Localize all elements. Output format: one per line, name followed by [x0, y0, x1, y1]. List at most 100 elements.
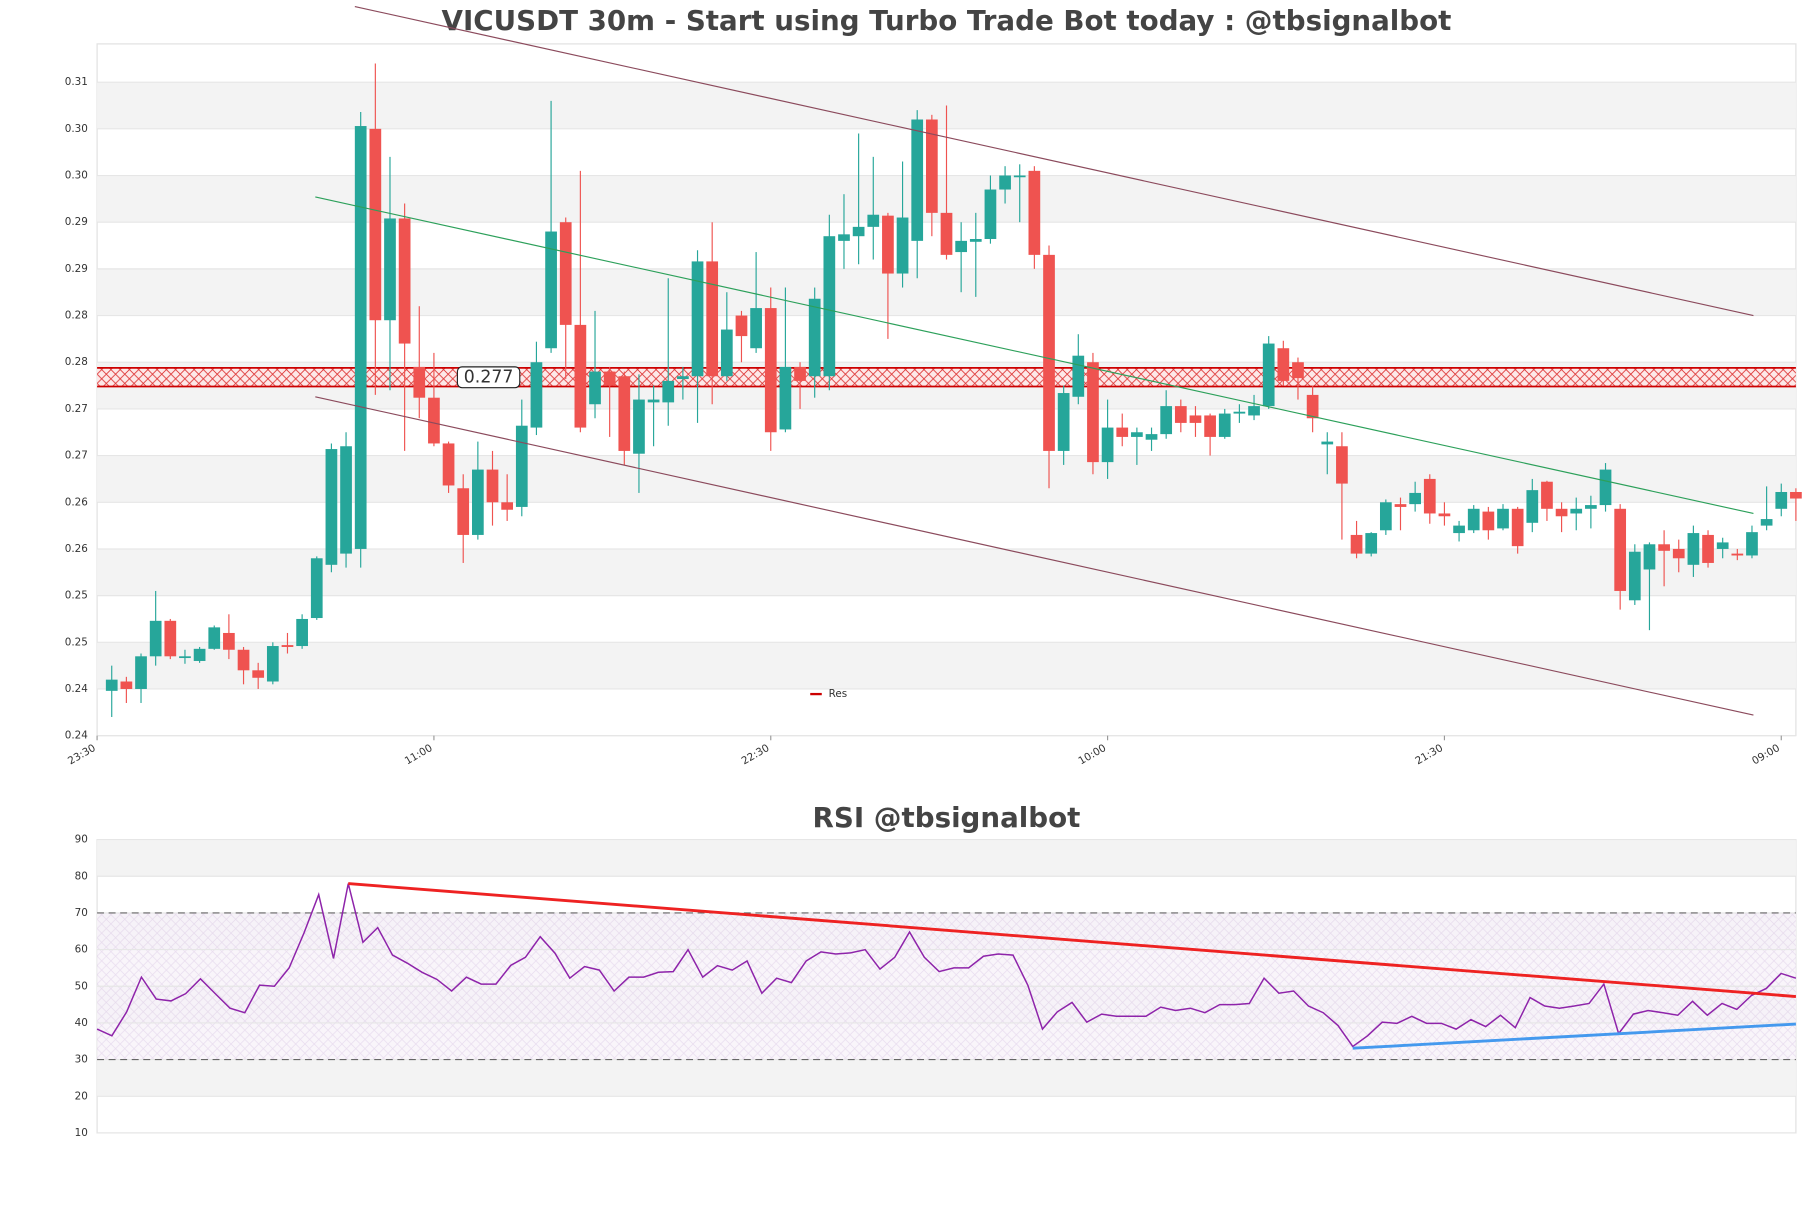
- candle-body: [515, 425, 528, 507]
- y-tick-label: 0.29: [65, 263, 88, 275]
- y-tick-label: 0.28: [65, 310, 88, 322]
- candle-body: [369, 128, 382, 321]
- candle-body: [647, 399, 660, 403]
- chart-title: VICUSDT 30m - Start using Turbo Trade Bo…: [442, 4, 1452, 37]
- candle-body: [457, 488, 470, 535]
- candle-body: [354, 126, 367, 549]
- x-tick-label: 10:00: [1076, 742, 1108, 767]
- candle-body: [706, 261, 719, 377]
- candle-body: [1028, 170, 1041, 255]
- candle-body: [1277, 348, 1290, 381]
- candle-body: [1043, 254, 1055, 451]
- candle-body: [208, 627, 221, 649]
- candle-body: [1482, 511, 1495, 531]
- candle-body: [1394, 504, 1407, 507]
- candle-body: [1013, 175, 1026, 178]
- y-tick-label: 40: [75, 1017, 88, 1029]
- candle-body: [1438, 513, 1451, 517]
- candle-body: [1643, 544, 1656, 570]
- y-tick-label: 0.28: [65, 356, 88, 368]
- candle-body: [1585, 505, 1597, 509]
- rsi-line: [96, 883, 1797, 1048]
- trend-line: [315, 396, 1754, 716]
- candle-body: [1526, 490, 1539, 523]
- candle-body: [969, 239, 982, 242]
- candle-body: [296, 618, 308, 647]
- candle-body: [691, 261, 704, 377]
- candle-body: [750, 308, 762, 349]
- candle-body: [955, 240, 968, 253]
- candle-body: [984, 189, 997, 240]
- y-tick-label: 60: [75, 944, 88, 956]
- candle-body: [281, 645, 294, 647]
- candle-body: [1379, 502, 1392, 531]
- level-label-box: [456, 366, 521, 389]
- candle-body: [1350, 534, 1363, 554]
- legend-label: Res: [829, 688, 848, 700]
- candle-body: [1248, 406, 1260, 416]
- candle-body: [867, 214, 880, 227]
- candle-body: [1731, 553, 1744, 556]
- candle-body: [252, 670, 265, 678]
- candle-body: [486, 469, 499, 503]
- y-tick-label: 70: [75, 907, 88, 919]
- x-tick-label: 22:30: [740, 742, 772, 767]
- candle-body: [1716, 542, 1729, 549]
- candle-body: [1087, 362, 1099, 463]
- candle-body: [545, 231, 557, 349]
- candle-body: [442, 443, 455, 486]
- grid-band: [97, 268, 1796, 316]
- candle-body: [1072, 355, 1085, 397]
- candle-body: [911, 119, 924, 241]
- candle-body: [135, 656, 147, 689]
- candle-body: [735, 315, 748, 337]
- y-tick-label: 90: [75, 834, 88, 846]
- y-tick-label: 0.25: [65, 636, 88, 648]
- candle-body: [310, 558, 323, 619]
- candle-body: [1790, 491, 1802, 499]
- y-tick-label: 0.30: [65, 170, 88, 182]
- candle-body: [340, 446, 352, 554]
- candle-body: [1321, 441, 1334, 445]
- candle-body: [1145, 434, 1158, 440]
- trend-line: [315, 196, 1754, 515]
- candle-body: [325, 449, 338, 565]
- candle-body: [1292, 362, 1304, 379]
- candle-body: [1218, 413, 1231, 437]
- y-tick-label: 80: [75, 870, 88, 882]
- candle-body: [764, 308, 777, 433]
- candle-body: [471, 469, 484, 535]
- y-tick-label: 0.27: [65, 450, 88, 462]
- candle-body: [1306, 394, 1319, 419]
- candle-body: [662, 380, 675, 403]
- candle-body: [618, 376, 631, 451]
- candle-body: [1423, 478, 1436, 514]
- candle-body: [1453, 525, 1465, 534]
- candle-body: [179, 656, 191, 659]
- candle-body: [603, 371, 616, 386]
- candle-body: [1570, 508, 1583, 514]
- y-tick-label: 0.27: [65, 403, 88, 415]
- y-tick-label: 50: [75, 980, 88, 992]
- candle-body: [1233, 411, 1246, 414]
- candle-body: [501, 502, 514, 510]
- grid-band: [97, 455, 1796, 503]
- candle-body: [1409, 492, 1421, 505]
- candle-body: [1555, 508, 1568, 517]
- candle-body: [193, 648, 206, 661]
- grid-band: [97, 839, 1796, 877]
- candle-body: [852, 226, 865, 237]
- candle-body: [223, 632, 235, 650]
- candle-body: [896, 217, 909, 274]
- y-tick-label: 10: [75, 1127, 88, 1139]
- candle-body: [1174, 406, 1187, 423]
- candle-body: [428, 397, 440, 444]
- candle-body: [1775, 491, 1788, 509]
- candle-body: [823, 236, 836, 377]
- x-tick-label: 23:30: [66, 742, 98, 767]
- grid-band: [97, 548, 1796, 596]
- candle-body: [1101, 427, 1114, 463]
- level-label: 0.277: [464, 367, 514, 387]
- trend-line: [354, 5, 1754, 317]
- y-tick-label: 0.31: [65, 76, 88, 88]
